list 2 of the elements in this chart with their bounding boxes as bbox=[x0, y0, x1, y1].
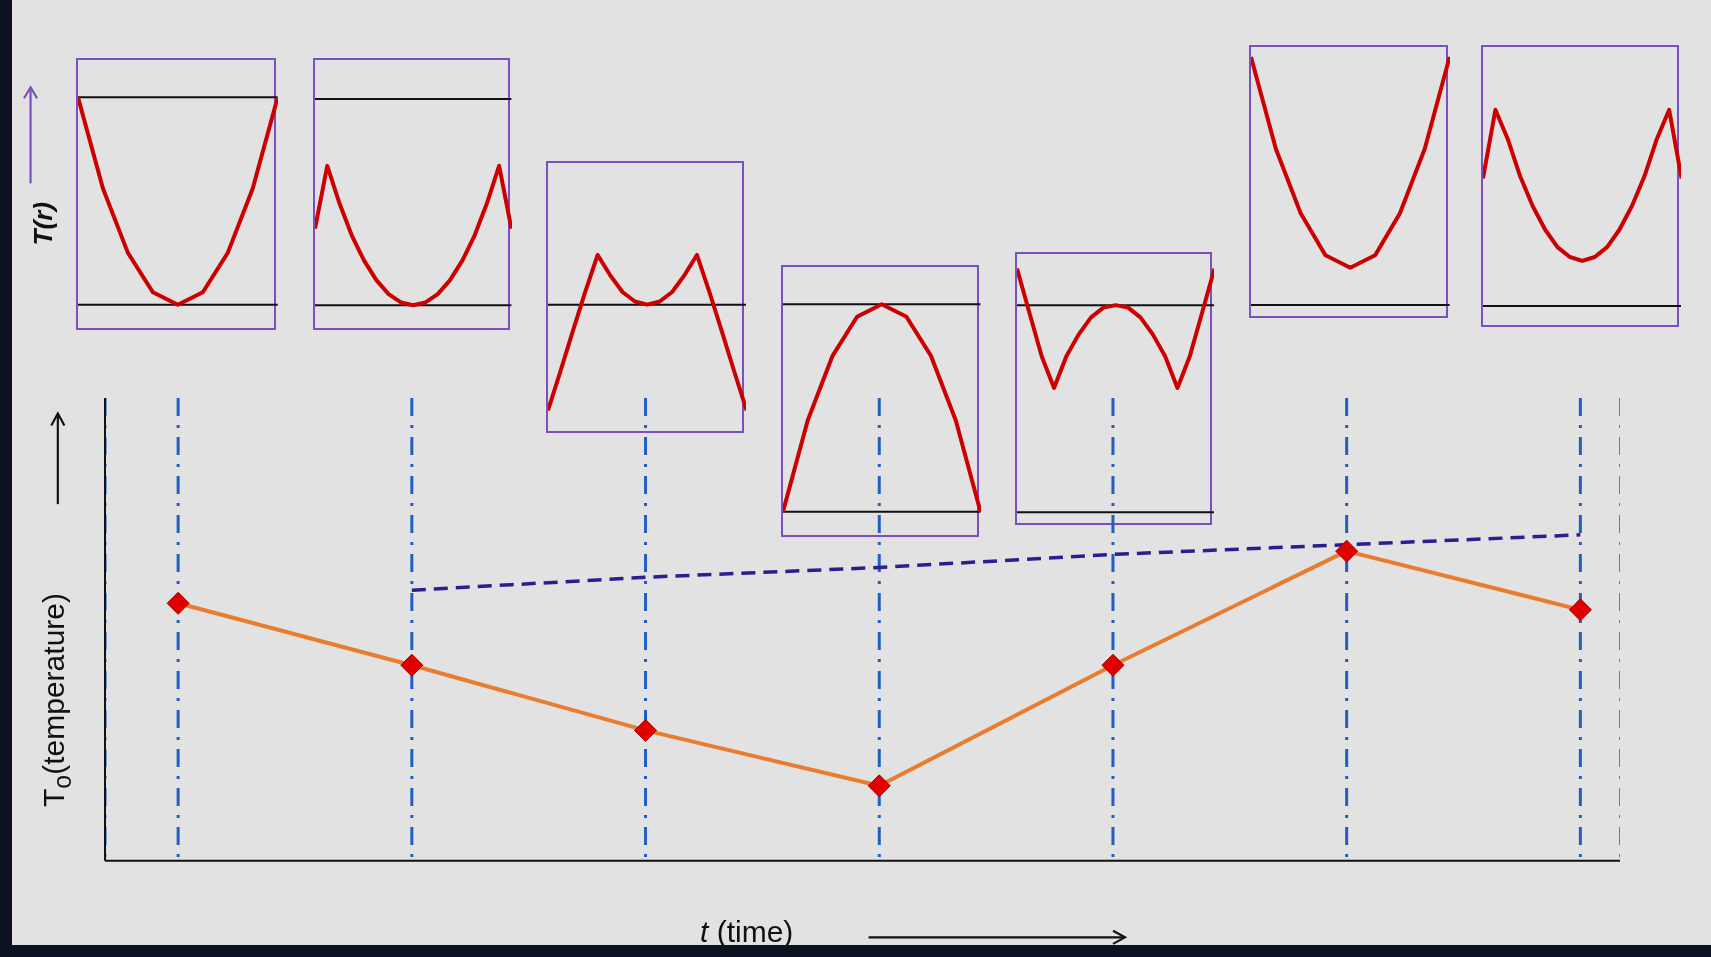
x-axis-title: t (time) bbox=[700, 915, 794, 948]
y-axis-title: T(r) bbox=[28, 201, 59, 246]
